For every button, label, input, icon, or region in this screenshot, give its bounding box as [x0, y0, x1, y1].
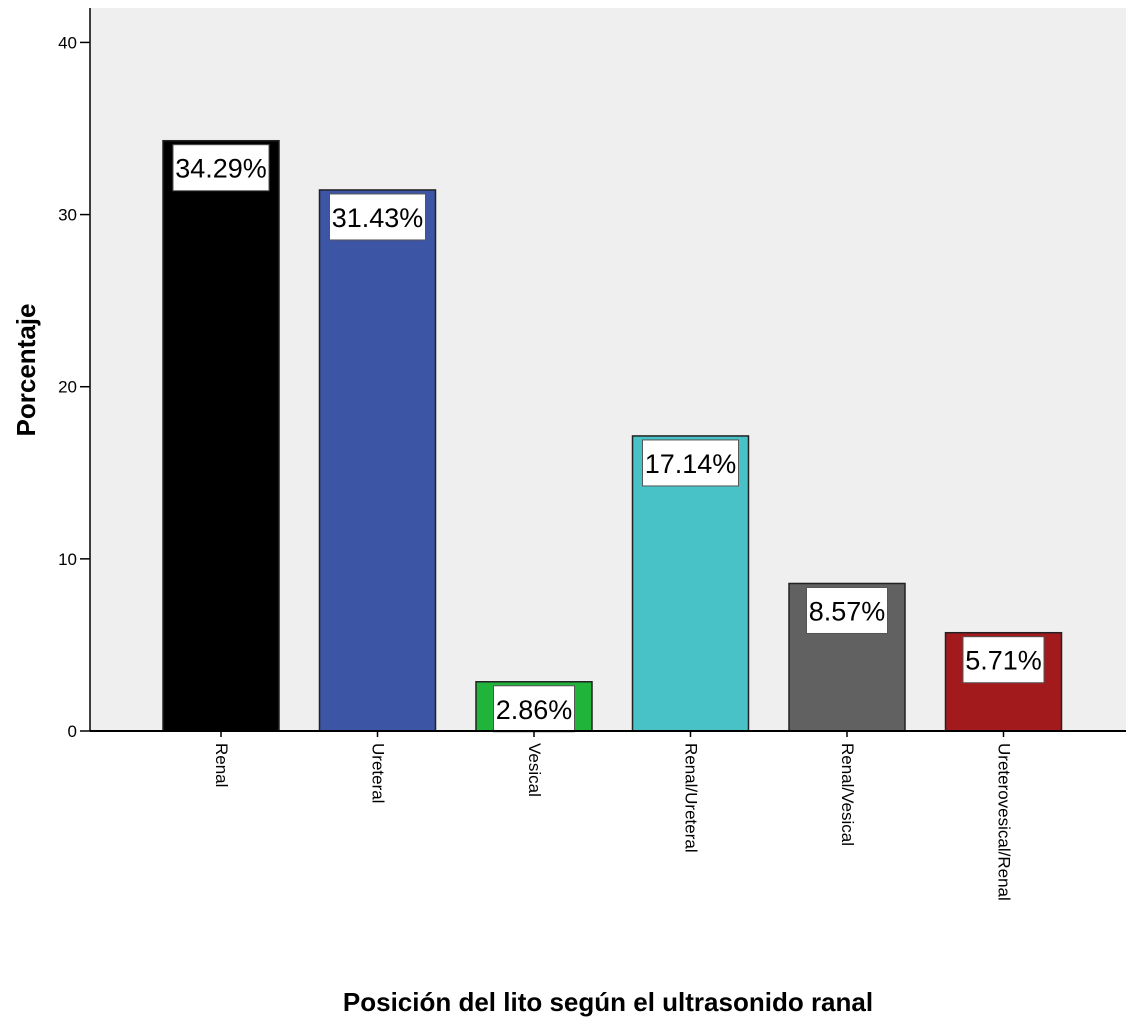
- data-label: 31.43%: [332, 203, 424, 233]
- bar-renal: [162, 139, 280, 732]
- y-tick-label: 0: [68, 722, 77, 741]
- y-tick-label: 30: [58, 206, 77, 225]
- x-category-label: Vesical: [525, 743, 544, 797]
- y-axis-title: Porcentaje: [11, 304, 41, 437]
- data-label: 8.57%: [809, 596, 886, 626]
- data-label: 5.71%: [965, 646, 1042, 676]
- data-label: 17.14%: [645, 449, 737, 479]
- bar-ureteral: [318, 189, 437, 732]
- x-axis-title: Posición del lito según el ultrasonido r…: [343, 987, 873, 1017]
- y-tick-label: 40: [58, 33, 77, 52]
- data-label-box: [642, 439, 739, 487]
- x-category-label: Renal/Vesical: [838, 743, 857, 846]
- data-label-box: [493, 685, 575, 733]
- y-tick-label: 10: [58, 550, 77, 569]
- data-label: 2.86%: [496, 695, 573, 725]
- y-tick-label: 20: [58, 378, 77, 397]
- data-label-box: [329, 193, 426, 241]
- x-category-label: Ureteral: [369, 743, 388, 803]
- data-label-box: [962, 636, 1045, 684]
- data-label: 34.29%: [175, 154, 267, 184]
- data-label-box: [172, 144, 270, 192]
- x-category-label: Renal: [212, 743, 231, 787]
- x-category-label: Renal/Ureteral: [682, 743, 701, 853]
- data-label-box: [806, 586, 888, 634]
- x-category-label: Ureterovesical/Renal: [995, 743, 1014, 901]
